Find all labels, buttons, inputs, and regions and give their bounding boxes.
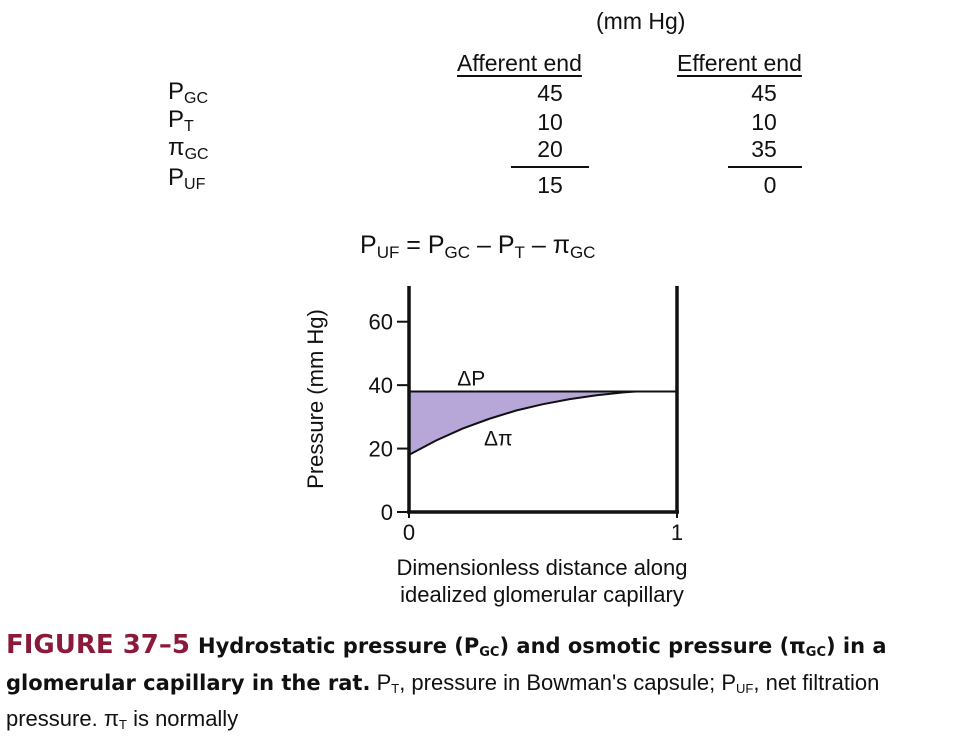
cell-afferent-pt: 10 [537, 109, 563, 135]
sum-rule-afferent [511, 166, 589, 168]
delta-p-annotation: ΔP [457, 367, 485, 390]
y-tick-label: 20 [369, 437, 393, 462]
cell-afferent-pgc: 45 [537, 80, 563, 106]
y-tick-label: 60 [369, 310, 393, 335]
x-axis-label-line1: Dimensionless distance along [396, 555, 687, 580]
pressure-difference-area [409, 391, 677, 455]
x-tick-label: 1 [671, 520, 683, 545]
x-axis-label-line2: idealized glomerular capillary [400, 582, 684, 607]
delta-pi-curve [408, 390, 677, 456]
delta-pi-annotation: Δπ [484, 427, 513, 450]
figure-caption: FIGURE 37–5 Hydrostatic pressure (PGC) an… [6, 630, 956, 740]
x-tick-label: 0 [403, 520, 415, 545]
sum-rule-efferent [728, 166, 802, 168]
table-units: (mm Hg) [596, 8, 686, 34]
row-label-pt: PT [168, 106, 194, 135]
row-label-pgc: PGC [168, 78, 209, 107]
y-tick-label: 40 [369, 373, 393, 398]
filtration-equation: PUF = PGC – PT – πGC [360, 231, 596, 262]
cell-efferent-pt: 10 [751, 109, 777, 135]
column-header-efferent: Efferent end [677, 50, 802, 76]
cell-afferent-pigc: 20 [537, 136, 563, 162]
row-label-pigc: πGC [168, 134, 209, 163]
caption-bold-text: Hydrostatic pressure (PGC) and osmotic p… [6, 634, 887, 695]
cell-afferent-puf: 15 [537, 172, 563, 198]
y-tick-label: 0 [381, 500, 393, 525]
y-axis-label: Pressure (mm Hg) [303, 309, 328, 489]
cell-efferent-puf: 0 [763, 172, 777, 198]
pressure-chart: 0 20 40 60 0 1 Pressure (mm Hg) Dimensionless d… [303, 286, 688, 607]
figure-label: FIGURE 37–5 [6, 630, 190, 660]
cell-efferent-pgc: 45 [751, 80, 777, 106]
cell-efferent-pigc: 35 [751, 136, 777, 162]
column-header-afferent: Afferent end [457, 50, 582, 76]
row-label-puf: PUF [168, 164, 206, 193]
